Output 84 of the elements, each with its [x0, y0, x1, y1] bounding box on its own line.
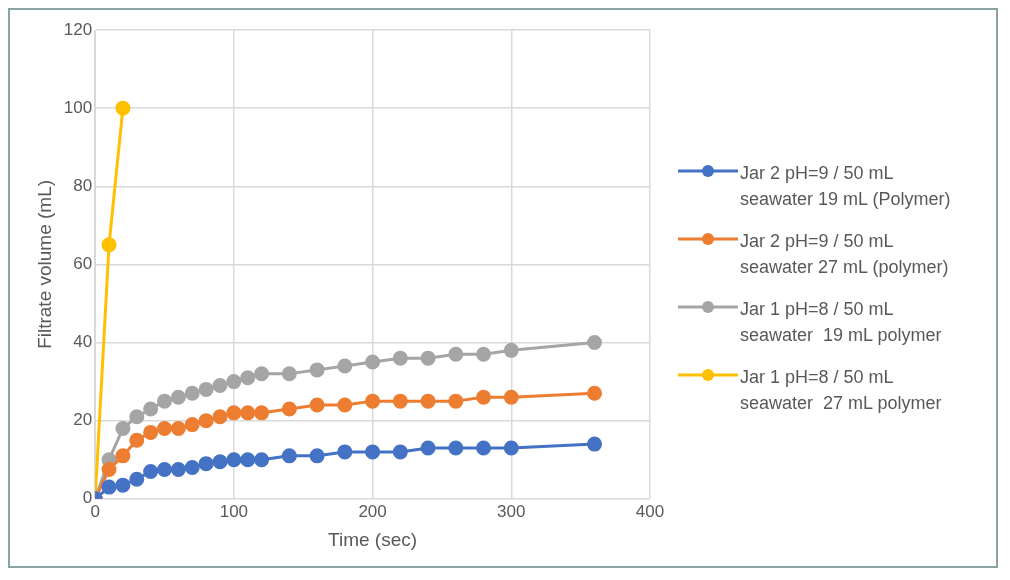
- point: [115, 448, 131, 464]
- point: [143, 463, 159, 479]
- y-tick-label: 40: [73, 332, 93, 352]
- point: [129, 432, 145, 448]
- point: [184, 417, 200, 433]
- y-tick-label: 80: [73, 175, 93, 195]
- x-axis-title: Time (sec): [328, 528, 418, 550]
- point: [115, 100, 131, 116]
- point: [448, 393, 464, 409]
- legend-label: Jar 2 pH=9 / 50 mL seawater 19 mL (Polymer): [739, 162, 952, 211]
- point: [309, 448, 325, 464]
- point: [281, 401, 297, 417]
- y-tick-label: 100: [63, 97, 93, 117]
- point: [476, 440, 492, 456]
- point: [476, 346, 492, 362]
- point: [226, 405, 242, 421]
- point: [503, 440, 519, 456]
- point: [448, 440, 464, 456]
- point: [420, 440, 436, 456]
- point: [157, 462, 173, 477]
- point: [198, 413, 214, 429]
- y-tick-label: 20: [73, 410, 93, 430]
- point: [240, 405, 256, 421]
- point: [240, 370, 256, 386]
- point: [254, 405, 270, 421]
- point: [115, 420, 131, 436]
- point: [240, 452, 256, 468]
- point: [101, 237, 117, 253]
- point: [170, 389, 186, 405]
- point: [503, 389, 519, 405]
- point: [143, 424, 159, 440]
- point: [115, 477, 131, 493]
- point: [281, 366, 297, 382]
- y-axis-title: Filtrate volume (mL): [33, 179, 55, 349]
- point: [420, 350, 436, 366]
- point: [157, 393, 173, 409]
- point: [587, 436, 603, 452]
- x-tick-label: 100: [219, 501, 249, 521]
- point: [226, 452, 242, 468]
- point: [226, 374, 242, 390]
- y-tick-label: 120: [63, 19, 93, 39]
- point: [198, 381, 214, 397]
- point: [587, 385, 603, 401]
- point: [420, 393, 436, 409]
- point: [184, 385, 200, 401]
- point: [101, 462, 117, 477]
- point: [184, 460, 200, 476]
- point: [281, 448, 297, 464]
- point: [254, 452, 270, 468]
- point: [392, 444, 408, 460]
- point: [476, 389, 492, 405]
- point: [101, 479, 117, 495]
- point: [309, 397, 325, 413]
- point: [392, 350, 408, 366]
- legend-label: Jar 1 pH=8 / 50 mL seawater 27 mL polymer: [739, 366, 943, 415]
- point: [129, 409, 145, 425]
- point: [337, 358, 353, 374]
- x-tick-label: 300: [497, 501, 526, 521]
- point: [337, 397, 353, 413]
- legend-label: Jar 1 pH=8 / 50 mL seawater 19 mL polymer: [739, 298, 943, 347]
- x-tick-label: 400: [635, 501, 665, 521]
- point: [365, 393, 381, 409]
- y-tick-label: 60: [73, 254, 93, 274]
- point: [143, 401, 159, 417]
- point: [392, 393, 408, 409]
- point: [365, 354, 381, 370]
- point: [212, 378, 228, 394]
- y-tick-label: 0: [82, 488, 93, 508]
- legend-label: Jar 2 pH=9 / 50 mL seawater 27 mL (polymer): [739, 230, 950, 279]
- point: [129, 471, 145, 487]
- point: [170, 462, 186, 477]
- point: [503, 342, 519, 358]
- point: [157, 420, 173, 436]
- point: [337, 444, 353, 460]
- point: [212, 454, 228, 470]
- point: [212, 409, 228, 425]
- point: [254, 366, 270, 382]
- point: [448, 346, 464, 362]
- x-tick-label: 200: [358, 501, 387, 521]
- point: [365, 444, 381, 460]
- point: [587, 335, 603, 351]
- point: [170, 420, 186, 436]
- point: [309, 362, 325, 378]
- point: [198, 456, 214, 472]
